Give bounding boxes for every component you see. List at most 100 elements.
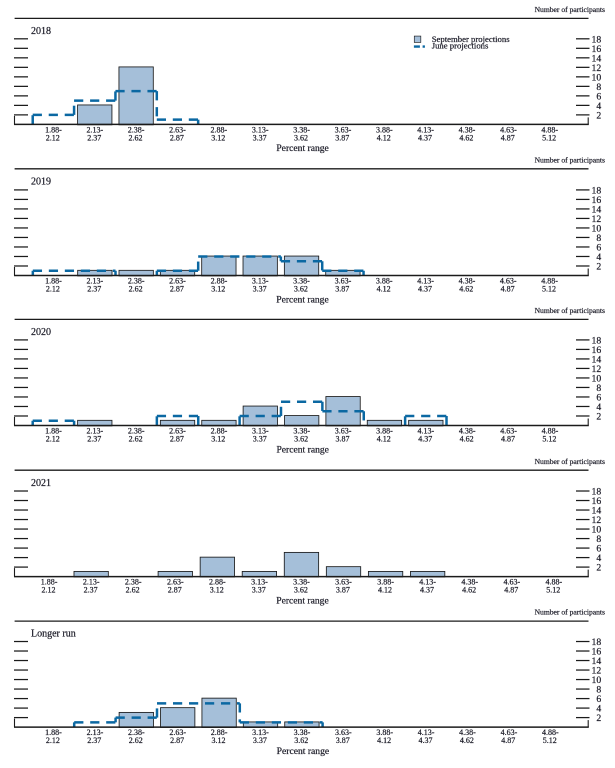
svg-text:4.63-: 4.63- bbox=[501, 728, 518, 737]
svg-text:10: 10 bbox=[592, 72, 602, 83]
svg-text:2.62: 2.62 bbox=[129, 133, 143, 142]
svg-text:18: 18 bbox=[592, 487, 602, 498]
svg-text:2018: 2018 bbox=[31, 26, 51, 37]
svg-text:6: 6 bbox=[596, 242, 601, 253]
svg-text:4.87: 4.87 bbox=[501, 285, 515, 294]
svg-text:5.12: 5.12 bbox=[542, 133, 556, 142]
svg-text:3.13-: 3.13- bbox=[252, 125, 269, 134]
svg-text:4.87: 4.87 bbox=[501, 435, 515, 444]
svg-text:3.87: 3.87 bbox=[335, 133, 349, 142]
svg-text:2: 2 bbox=[596, 261, 601, 272]
svg-text:12: 12 bbox=[592, 515, 602, 526]
svg-text:4.88-: 4.88- bbox=[542, 728, 559, 737]
svg-text:4.13-: 4.13- bbox=[417, 125, 434, 134]
svg-text:3.37: 3.37 bbox=[253, 133, 267, 142]
svg-text:2.88-: 2.88- bbox=[211, 276, 228, 285]
svg-text:Number of participants: Number of participants bbox=[535, 155, 605, 164]
svg-text:2.12: 2.12 bbox=[46, 133, 60, 142]
svg-text:3.13-: 3.13- bbox=[252, 728, 269, 737]
svg-text:18: 18 bbox=[592, 335, 602, 346]
svg-text:2.13-: 2.13- bbox=[86, 426, 103, 435]
svg-text:4.88-: 4.88- bbox=[542, 426, 559, 435]
svg-text:2.88-: 2.88- bbox=[211, 426, 228, 435]
svg-text:2.37: 2.37 bbox=[87, 133, 101, 142]
svg-text:18: 18 bbox=[592, 185, 602, 196]
svg-text:12: 12 bbox=[592, 214, 602, 225]
svg-text:4.37: 4.37 bbox=[418, 435, 432, 444]
svg-text:3.37: 3.37 bbox=[253, 435, 267, 444]
svg-text:5.12: 5.12 bbox=[543, 736, 557, 745]
svg-text:3.88-: 3.88- bbox=[376, 125, 393, 134]
svg-text:June projections: June projections bbox=[432, 41, 489, 51]
svg-text:16: 16 bbox=[592, 345, 602, 356]
svg-text:3.38-: 3.38- bbox=[294, 728, 311, 737]
svg-text:18: 18 bbox=[592, 34, 602, 45]
svg-text:6: 6 bbox=[596, 91, 601, 102]
svg-text:3.87: 3.87 bbox=[336, 435, 350, 444]
svg-text:Number of participants: Number of participants bbox=[535, 5, 605, 14]
svg-text:2.12: 2.12 bbox=[46, 435, 60, 444]
svg-text:4.37: 4.37 bbox=[418, 133, 432, 142]
svg-text:Percent range: Percent range bbox=[276, 294, 328, 305]
svg-text:14: 14 bbox=[592, 204, 602, 215]
svg-text:10: 10 bbox=[592, 223, 602, 234]
svg-text:2019: 2019 bbox=[31, 176, 51, 187]
svg-text:2.13-: 2.13- bbox=[86, 125, 103, 134]
svg-text:3.12: 3.12 bbox=[210, 586, 224, 595]
svg-text:2: 2 bbox=[596, 563, 601, 574]
svg-text:16: 16 bbox=[592, 44, 602, 55]
svg-text:4: 4 bbox=[596, 402, 601, 413]
svg-text:Percent range: Percent range bbox=[276, 143, 328, 154]
svg-text:4.88-: 4.88- bbox=[541, 276, 558, 285]
svg-text:2.63-: 2.63- bbox=[169, 276, 186, 285]
svg-text:2.88-: 2.88- bbox=[211, 728, 228, 737]
svg-text:3.12: 3.12 bbox=[211, 435, 225, 444]
svg-text:3.13-: 3.13- bbox=[252, 276, 269, 285]
svg-text:2.87: 2.87 bbox=[170, 133, 184, 142]
svg-text:4.12: 4.12 bbox=[378, 586, 392, 595]
svg-text:3.87: 3.87 bbox=[335, 285, 349, 294]
svg-text:8: 8 bbox=[596, 534, 601, 545]
svg-text:4.38-: 4.38- bbox=[459, 276, 476, 285]
svg-text:2.12: 2.12 bbox=[46, 736, 60, 745]
svg-text:3.63-: 3.63- bbox=[335, 426, 352, 435]
svg-text:14: 14 bbox=[592, 354, 602, 365]
svg-text:3.38-: 3.38- bbox=[293, 426, 310, 435]
svg-text:2: 2 bbox=[596, 713, 601, 724]
svg-text:4.62: 4.62 bbox=[460, 435, 474, 444]
svg-text:2: 2 bbox=[596, 110, 601, 121]
svg-text:4.13-: 4.13- bbox=[417, 276, 434, 285]
svg-text:Percent range: Percent range bbox=[277, 746, 329, 757]
svg-text:10: 10 bbox=[592, 373, 602, 384]
svg-text:2.37: 2.37 bbox=[87, 736, 101, 745]
svg-text:8: 8 bbox=[596, 233, 601, 244]
svg-text:4: 4 bbox=[596, 553, 601, 564]
svg-text:3.37: 3.37 bbox=[252, 586, 266, 595]
svg-text:3.62: 3.62 bbox=[294, 285, 308, 294]
svg-text:12: 12 bbox=[592, 63, 602, 74]
svg-text:1.88-: 1.88- bbox=[45, 728, 62, 737]
svg-text:4.63-: 4.63- bbox=[500, 276, 517, 285]
svg-text:2.12: 2.12 bbox=[46, 285, 60, 294]
svg-text:Number of participants: Number of participants bbox=[535, 306, 605, 315]
svg-text:3.13-: 3.13- bbox=[251, 578, 268, 587]
svg-text:3.87: 3.87 bbox=[336, 586, 350, 595]
svg-text:2.37: 2.37 bbox=[84, 586, 98, 595]
svg-text:2.87: 2.87 bbox=[170, 285, 184, 294]
svg-text:2.38-: 2.38- bbox=[128, 728, 145, 737]
svg-text:3.12: 3.12 bbox=[212, 736, 226, 745]
svg-text:Longer run: Longer run bbox=[31, 629, 76, 640]
svg-text:2.38-: 2.38- bbox=[128, 125, 145, 134]
svg-text:6: 6 bbox=[596, 694, 601, 705]
svg-text:2.87: 2.87 bbox=[168, 586, 182, 595]
svg-text:4.12: 4.12 bbox=[377, 285, 391, 294]
svg-text:September projections: September projections bbox=[432, 34, 511, 44]
svg-text:4.63-: 4.63- bbox=[503, 578, 520, 587]
svg-text:1.88-: 1.88- bbox=[45, 276, 62, 285]
svg-text:3.63-: 3.63- bbox=[335, 728, 352, 737]
svg-text:2.12: 2.12 bbox=[42, 586, 56, 595]
svg-text:16: 16 bbox=[592, 496, 602, 507]
svg-text:3.62: 3.62 bbox=[294, 435, 308, 444]
svg-text:16: 16 bbox=[592, 195, 602, 206]
svg-text:16: 16 bbox=[592, 647, 602, 658]
